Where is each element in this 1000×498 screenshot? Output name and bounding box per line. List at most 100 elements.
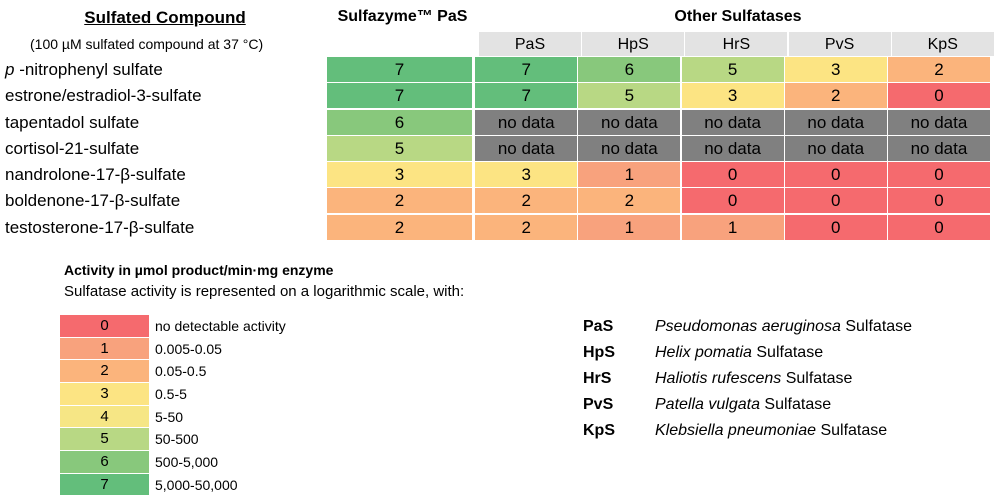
activity-cell-hps: 6	[578, 57, 681, 82]
species-name: Klebsiella pneumoniae	[655, 422, 816, 439]
abbreviation-description: Klebsiella pneumoniae Sulfatase	[655, 420, 887, 446]
abbreviation-code: PvS	[583, 396, 614, 413]
species-suffix: Sulfatase	[816, 422, 888, 439]
legend-item: 4 5-50	[60, 405, 286, 429]
activity-cell-hrs: 1	[681, 214, 784, 240]
compound-name: nandrolone-17-β-sulfate	[0, 162, 327, 188]
species-name: Pseudomonas aeruginosa	[655, 318, 841, 335]
activity-cell-pas: no data	[475, 109, 578, 135]
legend-swatch: 5	[60, 428, 149, 450]
abbreviation-description: Pseudomonas aeruginosa Sulfatase	[655, 316, 912, 342]
activity-cell-hrs: no data	[681, 135, 784, 161]
sulfazyme-column-title: Sulfazyme™ PaS	[337, 8, 468, 25]
activity-cell-pas: 2	[475, 214, 578, 240]
column-header-hps: HpS	[582, 32, 685, 56]
species-name: Helix pomatia	[655, 344, 752, 361]
activity-cell-pas: 3	[475, 162, 578, 188]
column-header-kps: KpS	[891, 32, 994, 56]
sulfazyme-activity-cell: 7	[327, 57, 472, 82]
activity-cell-hps: 1	[578, 162, 681, 188]
table-row: tapentadol sulfate 6 no data no data no data…	[0, 109, 991, 136]
sulfazyme-activity-cell: 2	[327, 188, 472, 214]
abbreviation-code: PaS	[583, 318, 614, 335]
abbreviation-item: HrS Haliotis rufescens Sulfatase	[583, 368, 912, 394]
activity-cell-pvs: no data	[784, 109, 887, 135]
compound-name: tapentadol sulfate	[0, 110, 327, 136]
legend-range-label: 0.5-5	[155, 386, 187, 403]
abbreviation-item: PvS Patella vulgata Sulfatase	[583, 394, 912, 420]
activity-cell-pvs: 3	[784, 57, 887, 82]
compound-name-text: cortisol-21-sulfate	[5, 138, 140, 158]
conditions-subtitle: (100 µM sulfated compound at 37 °C)	[30, 36, 264, 52]
legend-item: 3 0.5-5	[60, 383, 286, 406]
legend-swatch: 4	[60, 405, 149, 428]
activity-scale-legend: 0 no detectable activity 1 0.005-0.05 2 0.05-…	[60, 315, 286, 497]
table-row: nandrolone-17-β-sulfate 3 3 1 0 0 0	[0, 162, 991, 188]
abbreviation-description: Haliotis rufescens Sulfatase	[655, 368, 852, 394]
legend-item: 0 no detectable activity	[60, 315, 286, 338]
activity-cell-hps: 5	[578, 83, 681, 109]
table-row: testosterone-17-β-sulfate 2 2 1 1 0 0	[0, 214, 991, 241]
compound-name-text: estrone/estradiol-3-sulfate	[5, 86, 202, 106]
compound-name-text: nandrolone-17-β-sulfate	[5, 165, 186, 185]
table-row: boldenone-17-β-sulfate 2 2 2 0 0 0	[0, 188, 991, 214]
activity-cell-pvs: 2	[784, 83, 887, 109]
column-header-pvs: PvS	[788, 32, 891, 56]
abbreviation-description: Patella vulgata Sulfatase	[655, 394, 831, 420]
legend-item: 5 50-500	[60, 428, 286, 451]
legend-item: 7 5,000-50,000	[60, 473, 286, 497]
compound-name-prefix: p	[5, 60, 15, 79]
compound-name: estrone/estradiol-3-sulfate	[0, 83, 327, 109]
sulfatase-column-headers: PaS HpS HrS PvS KpS	[479, 32, 995, 56]
activity-cell-kps: 0	[887, 188, 990, 214]
legend-title: Activity in µmol product/min·mg enzyme	[64, 262, 334, 278]
compound-name: testosterone-17-β-sulfate	[0, 215, 327, 241]
compound-name-text: tapentadol sulfate	[5, 112, 140, 132]
legend-swatch: 0	[60, 315, 149, 337]
column-header-hrs: HrS	[685, 32, 788, 56]
legend-range-label: no detectable activity	[155, 318, 286, 334]
abbreviation-item: KpS Klebsiella pneumoniae Sulfatase	[583, 420, 912, 446]
activity-cell-hrs: 3	[681, 83, 784, 109]
table-row: estrone/estradiol-3-sulfate 7 7 5 3 2 0	[0, 83, 991, 109]
activity-cell-hrs: 0	[681, 188, 784, 214]
table-row: cortisol-21-sulfate 5 no data no data no dat…	[0, 135, 991, 162]
compound-name: boldenone-17-β-sulfate	[0, 188, 327, 214]
activity-cell-kps: 2	[887, 57, 990, 82]
species-name: Patella vulgata	[655, 396, 760, 413]
activity-cell-pas: 7	[475, 57, 578, 82]
sulfazyme-activity-cell: 6	[327, 109, 472, 135]
compound-name-text: -nitrophenyl sulfate	[14, 60, 163, 79]
legend-item: 6 500-5,000	[60, 451, 286, 474]
compound-name-text: boldenone-17-β-sulfate	[5, 191, 181, 211]
activity-cell-hps: 1	[578, 214, 681, 240]
activity-cell-pvs: 0	[784, 214, 887, 240]
sulfazyme-activity-cell: 2	[327, 214, 472, 240]
activity-cell-kps: 0	[887, 83, 990, 109]
legend-swatch: 3	[60, 383, 149, 405]
compound-name-text: testosterone-17-β-sulfate	[5, 217, 195, 237]
activity-cell-hrs: 5	[681, 57, 784, 82]
legend-range-label: 50-500	[155, 431, 199, 448]
abbreviation-code: KpS	[583, 422, 615, 439]
activity-cell-pas: 7	[475, 83, 578, 109]
legend-description: Sulfatase activity is represented on a l…	[64, 283, 465, 300]
compound-column-title: Sulfated Compound	[84, 8, 246, 27]
legend-range-label: 5,000-50,000	[155, 476, 238, 493]
activity-cell-hps: 2	[578, 188, 681, 214]
activity-cell-pas: no data	[475, 135, 578, 161]
compound-name: p -nitrophenyl sulfate	[0, 57, 327, 83]
activity-cell-hps: no data	[578, 109, 681, 135]
activity-cell-kps: 0	[887, 214, 990, 240]
species-suffix: Sulfatase	[751, 344, 824, 361]
activity-table: p -nitrophenyl sulfate 7 7 6 5 3 2 estrone/estr…	[0, 57, 991, 241]
table-row: p -nitrophenyl sulfate 7 7 6 5 3 2	[0, 57, 991, 83]
species-suffix: Sulfatase	[759, 396, 832, 413]
abbreviation-item: HpS Helix pomatia Sulfatase	[583, 342, 912, 368]
activity-cell-pas: 2	[475, 188, 578, 214]
abbreviation-description: Helix pomatia Sulfatase	[655, 342, 823, 368]
activity-cell-pvs: 0	[784, 188, 887, 214]
legend-swatch: 1	[60, 337, 149, 360]
legend-item: 1 0.005-0.05	[60, 337, 286, 361]
activity-cell-pvs: 0	[784, 162, 887, 188]
